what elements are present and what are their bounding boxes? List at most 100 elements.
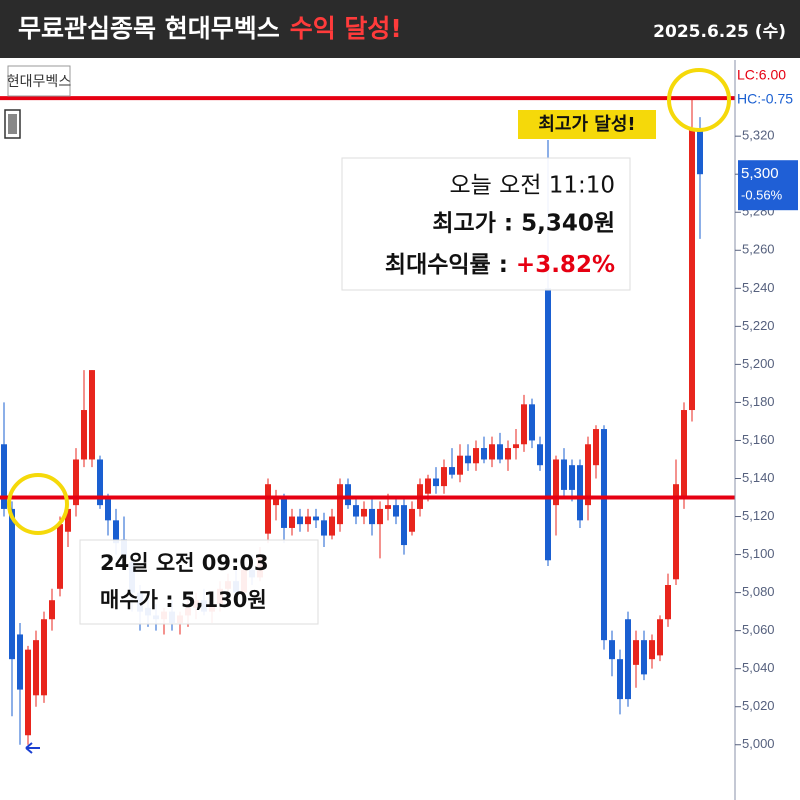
highlight-circle [667, 68, 731, 132]
candle-body [265, 484, 271, 534]
candle-body [553, 459, 559, 506]
icon-fill [8, 114, 17, 134]
candle-body [545, 288, 551, 561]
calculator-icon [4, 109, 21, 139]
candle-body [465, 455, 471, 464]
candle-body [273, 497, 279, 506]
candle-body [505, 448, 511, 460]
y-tick-label: 5,180 [742, 394, 775, 409]
title: 무료관심종목 현대무벡스 [18, 14, 280, 43]
candle-body [433, 478, 439, 487]
candle-body [657, 619, 663, 656]
candle-body [401, 505, 407, 546]
y-tick-label: 5,220 [742, 318, 775, 333]
y-tick-label: 5,140 [742, 470, 775, 485]
candle-body [537, 444, 543, 466]
lc-label: LC:6.00 [737, 67, 786, 83]
candle-body [481, 448, 487, 460]
candle-body [617, 659, 623, 700]
candle-body [385, 505, 391, 509]
candle-body [17, 634, 23, 690]
candle-body [289, 516, 295, 528]
y-tick-label: 5,000 [742, 736, 775, 751]
y-tick-label: 5,060 [742, 622, 775, 637]
candle-body [489, 444, 495, 460]
candle-body [281, 497, 287, 528]
y-tick-label: 5,080 [742, 584, 775, 599]
symbol-tag [7, 65, 71, 97]
candle-body [449, 467, 455, 475]
y-tick-label: 5,200 [742, 356, 775, 371]
candle-body [601, 429, 607, 641]
y-tick-label: 5,120 [742, 508, 775, 523]
candle-body [425, 478, 431, 494]
candle-body [377, 508, 383, 525]
highlight-circle [7, 473, 69, 535]
candle-body [113, 520, 119, 544]
candle-body [305, 516, 311, 525]
candle-body [577, 465, 583, 521]
candle-body [321, 520, 327, 536]
candle-body [681, 410, 687, 500]
candle-body [81, 410, 87, 460]
hc-label: HC:-0.75 [737, 91, 793, 107]
candle-body [593, 429, 599, 466]
candle-body [441, 467, 447, 487]
candle-body [73, 459, 79, 506]
header-bar [0, 0, 800, 58]
candle-body [361, 508, 367, 517]
candle-body [649, 640, 655, 660]
candle-body [689, 128, 695, 411]
last-price-tag [738, 160, 798, 211]
peak-badge: 최고가 달성! [538, 114, 635, 135]
candle-body [297, 516, 303, 525]
candle-body [49, 600, 55, 620]
candle-body [393, 505, 399, 517]
peak-time: 오늘 오전 11:10 [449, 173, 615, 199]
symbol: 현대무벡스 [7, 74, 72, 90]
candle-body [9, 508, 15, 660]
candle-body [609, 640, 615, 660]
y-tick-label: 5,320 [742, 128, 775, 143]
peak-return: 최대수익률 : +3.82% [385, 252, 615, 278]
y-tick-label: 5,160 [742, 432, 775, 447]
title-highlight: 수익 달성! [290, 14, 402, 43]
candle-body [625, 619, 631, 700]
candle-body [41, 619, 47, 696]
candle-body [353, 505, 359, 517]
buy-price: 매수가 : 5,130원 [100, 588, 267, 612]
candle-body [585, 444, 591, 506]
candle-body [89, 370, 95, 460]
candle-body [97, 459, 103, 506]
candle-body [521, 404, 527, 445]
candle-body [329, 516, 335, 536]
peak-price: 최고가 : 5,340원 [432, 211, 615, 237]
candle-body [569, 465, 575, 490]
y-tick-label: 5,100 [742, 546, 775, 561]
candle-body [409, 508, 415, 532]
buy-box [79, 539, 319, 625]
candle-body [513, 444, 519, 449]
candle-body [633, 640, 639, 665]
return-value: +3.82% [516, 252, 615, 278]
candle-body [313, 516, 319, 521]
candle-body [473, 448, 479, 464]
last-change: -0.56% [741, 188, 783, 203]
candle-body [457, 455, 463, 475]
candle-body [65, 508, 71, 532]
y-tick-label: 5,260 [742, 242, 775, 257]
y-tick-label: 5,040 [742, 660, 775, 675]
candle-body [337, 484, 343, 525]
arrow-icon [25, 742, 40, 754]
candle-body [33, 640, 39, 696]
candle-body [345, 484, 351, 506]
candle-body [105, 497, 111, 521]
candle-body [529, 404, 535, 441]
candle-body [673, 484, 679, 580]
candle-body [665, 584, 671, 620]
peak-box [341, 157, 631, 291]
candle-body [497, 444, 503, 460]
candle-body [369, 508, 375, 525]
